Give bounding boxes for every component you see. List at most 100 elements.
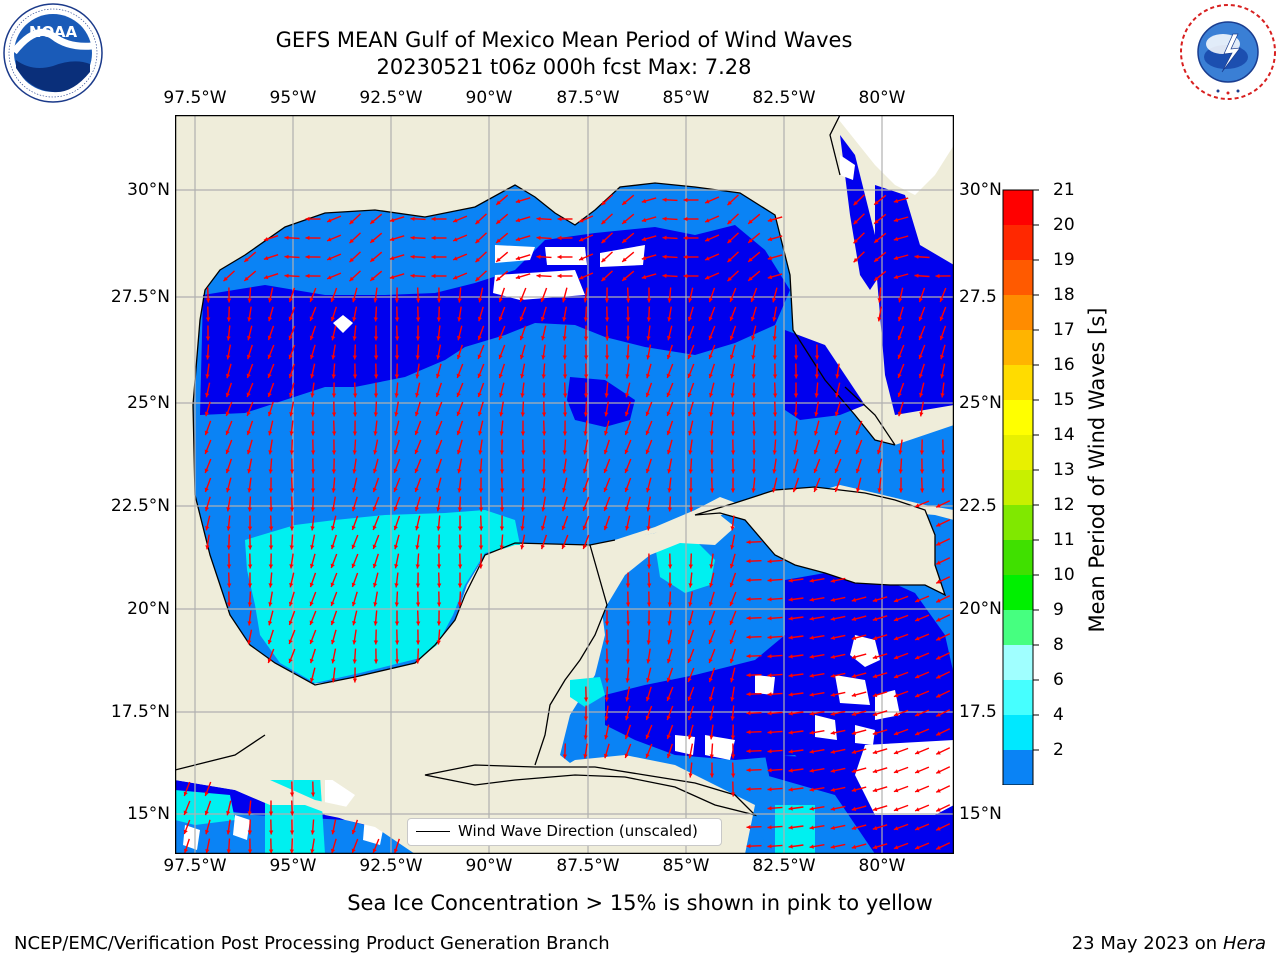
wave-direction-arrowhead (604, 678, 610, 683)
wave-direction-arrowhead (662, 273, 667, 278)
wave-direction-arrowhead (645, 715, 650, 720)
wave-direction-arrowhead (352, 659, 357, 664)
colorbar-segment (1003, 680, 1033, 715)
wave-direction-arrowhead (309, 658, 314, 664)
wave-direction-arrowhead (183, 848, 188, 854)
wave-direction-arrowhead (622, 257, 627, 262)
wave-direction-arrowhead (730, 735, 736, 740)
colorbar-segment (1003, 575, 1033, 610)
wave-direction-arrowhead (809, 749, 814, 754)
wave-direction-arrowhead (373, 317, 378, 322)
wave-direction-arrowhead (893, 617, 899, 622)
wave-direction-arrowhead (746, 768, 751, 773)
wave-direction-arrowhead (583, 317, 588, 322)
wave-direction-arrowhead (708, 354, 713, 359)
wave-direction-arrowhead (767, 806, 772, 811)
wave-direction-arrowhead (475, 238, 480, 244)
wave-direction-arrowhead (373, 582, 378, 588)
wave-direction-arrowhead (730, 526, 735, 531)
wave-direction-arrowhead (226, 507, 231, 512)
wave-direction-arrowhead (604, 412, 609, 417)
wave-direction-arrowhead (788, 825, 793, 830)
wave-direction-arrowhead (352, 374, 358, 379)
y-tick-right: 27.5 (959, 287, 997, 307)
wave-direction-arrowhead (793, 412, 798, 417)
wave-direction-arrowhead (520, 488, 526, 493)
wave-direction-arrowhead (767, 673, 772, 678)
wave-direction-arrowhead (727, 200, 732, 206)
wave-direction-arrowhead (772, 450, 777, 455)
wave-direction-arrowhead (794, 355, 799, 360)
wave-direction-arrowhead (456, 430, 461, 436)
wave-direction-arrowhead (393, 525, 398, 531)
wave-direction-arrowhead (834, 430, 839, 435)
wave-direction-arrowhead (625, 355, 630, 360)
wave-direction-arrowhead (435, 392, 440, 398)
wave-direction-arrowhead (541, 469, 546, 474)
wave-direction-arrowhead (683, 235, 688, 241)
wave-direction-arrowhead (646, 298, 652, 303)
wave-direction-arrowhead (583, 298, 588, 303)
wave-direction-arrowhead (394, 355, 400, 360)
wave-direction-arrowhead (288, 316, 293, 321)
wave-direction-arrowhead (767, 616, 772, 621)
wave-direction-arrowhead (746, 749, 751, 754)
wave-direction-arrowhead (708, 658, 713, 663)
wave-direction-arrowhead (751, 336, 756, 341)
wave-direction-arrowhead (436, 373, 441, 379)
wave-direction-arrowhead (897, 354, 902, 359)
wave-direction-arrowhead (352, 412, 358, 417)
wave-direction-arrowhead (897, 392, 902, 397)
wave-direction-arrowhead (915, 693, 920, 698)
wave-direction-arrowhead (310, 563, 315, 569)
wave-direction-arrowhead (457, 507, 462, 512)
wave-direction-arrowhead (767, 217, 773, 223)
wave-direction-arrowhead (267, 373, 272, 378)
wave-direction-arrowhead (915, 503, 920, 508)
wave-direction-arrowhead (830, 730, 835, 735)
colorbar-label: 11 (1053, 530, 1075, 550)
wave-direction-arrowhead (625, 336, 631, 341)
wave-direction-arrowhead (205, 336, 211, 341)
wave-direction-arrowhead (536, 254, 541, 259)
colorbar-label: 18 (1053, 285, 1075, 305)
wave-direction-arrowhead (645, 468, 650, 474)
colorbar-segment (1003, 750, 1033, 785)
wave-direction-arrowhead (372, 506, 377, 511)
wave-direction-arrowhead (582, 487, 587, 493)
y-tick-left: 22.5°N (110, 496, 170, 516)
wave-direction-arrowhead (267, 354, 272, 359)
wave-direction-arrowhead (205, 849, 210, 854)
wave-direction-arrowhead (393, 468, 398, 473)
wave-direction-arrowhead (666, 658, 672, 664)
wave-direction-arrowhead (687, 335, 692, 340)
wave-direction-arrowhead (394, 393, 399, 398)
wave-direction-arrowhead (788, 635, 793, 640)
wave-direction-arrowhead (246, 411, 251, 416)
y-tick-left: 25°N (127, 393, 170, 413)
wave-direction-arrowhead (809, 787, 814, 792)
wave-direction-arrowhead (688, 469, 693, 474)
wave-direction-arrowhead (562, 297, 567, 303)
wave-direction-arrowhead (814, 355, 820, 360)
wave-direction-arrowhead (830, 825, 835, 830)
wave-direction-arrowhead (268, 488, 274, 493)
wave-direction-arrowhead (562, 488, 567, 493)
wave-direction-arrowhead (477, 373, 482, 378)
map-panel (175, 115, 954, 854)
wave-direction-arrowhead (583, 393, 589, 398)
wave-direction-arrowhead (520, 431, 526, 436)
wave-direction-arrowhead (415, 583, 421, 588)
wave-direction-arrowhead (223, 276, 228, 282)
wave-direction-arrowhead (641, 255, 647, 261)
wave-direction-arrowhead (352, 488, 357, 493)
wave-direction-arrowhead (708, 620, 713, 625)
wave-direction-arrowhead (936, 712, 941, 717)
wave-direction-arrowhead (793, 393, 799, 398)
wave-direction-arrowhead (853, 219, 858, 225)
wave-direction-arrowhead (331, 374, 336, 379)
wave-direction-arrowhead (688, 564, 693, 569)
wave-direction-arrowhead (936, 674, 941, 679)
wave-direction-arrowhead (918, 354, 923, 359)
wave-direction-arrowhead (809, 635, 814, 640)
